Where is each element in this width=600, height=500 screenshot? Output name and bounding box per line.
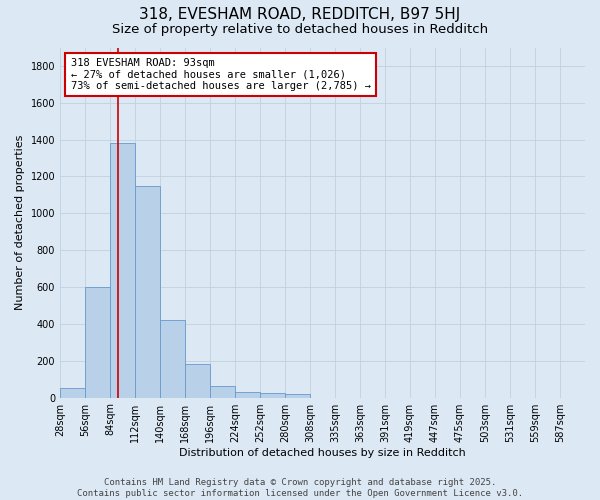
Bar	[235, 392, 260, 398]
Bar	[135, 186, 160, 398]
Bar	[210, 386, 235, 398]
Text: 318 EVESHAM ROAD: 93sqm
← 27% of detached houses are smaller (1,026)
73% of semi: 318 EVESHAM ROAD: 93sqm ← 27% of detache…	[71, 58, 371, 91]
Bar	[185, 364, 210, 398]
Bar	[110, 144, 135, 398]
Bar	[260, 393, 285, 398]
X-axis label: Distribution of detached houses by size in Redditch: Distribution of detached houses by size …	[179, 448, 466, 458]
Bar	[160, 320, 185, 398]
Y-axis label: Number of detached properties: Number of detached properties	[15, 135, 25, 310]
Bar	[60, 388, 85, 398]
Text: Size of property relative to detached houses in Redditch: Size of property relative to detached ho…	[112, 22, 488, 36]
Bar	[285, 394, 310, 398]
Text: Contains HM Land Registry data © Crown copyright and database right 2025.
Contai: Contains HM Land Registry data © Crown c…	[77, 478, 523, 498]
Bar	[85, 287, 110, 398]
Text: 318, EVESHAM ROAD, REDDITCH, B97 5HJ: 318, EVESHAM ROAD, REDDITCH, B97 5HJ	[139, 8, 461, 22]
